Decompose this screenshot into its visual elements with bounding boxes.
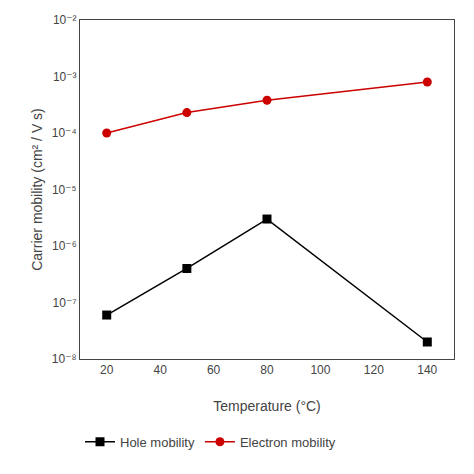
- svg-text:80: 80: [260, 363, 274, 377]
- svg-text:10⁻³: 10⁻³: [53, 70, 77, 84]
- svg-text:10⁻²: 10⁻²: [53, 13, 77, 27]
- svg-text:10⁻⁴: 10⁻⁴: [52, 126, 77, 140]
- svg-text:120: 120: [364, 363, 384, 377]
- svg-text:10⁻⁶: 10⁻⁶: [52, 239, 77, 253]
- svg-text:Electron mobility: Electron mobility: [240, 435, 336, 450]
- svg-text:10⁻⁸: 10⁻⁸: [52, 352, 77, 366]
- svg-text:100: 100: [310, 363, 330, 377]
- svg-text:40: 40: [153, 363, 167, 377]
- svg-text:Hole mobility: Hole mobility: [120, 435, 195, 450]
- svg-text:10⁻⁷: 10⁻⁷: [53, 296, 77, 310]
- svg-text:20: 20: [100, 363, 114, 377]
- svg-text:Carrier mobility (cm² / V s): Carrier mobility (cm² / V s): [29, 108, 45, 271]
- svg-text:10⁻⁵: 10⁻⁵: [52, 183, 77, 197]
- svg-text:Temperature (°C): Temperature (°C): [213, 398, 321, 414]
- svg-text:60: 60: [207, 363, 221, 377]
- svg-text:140: 140: [417, 363, 437, 377]
